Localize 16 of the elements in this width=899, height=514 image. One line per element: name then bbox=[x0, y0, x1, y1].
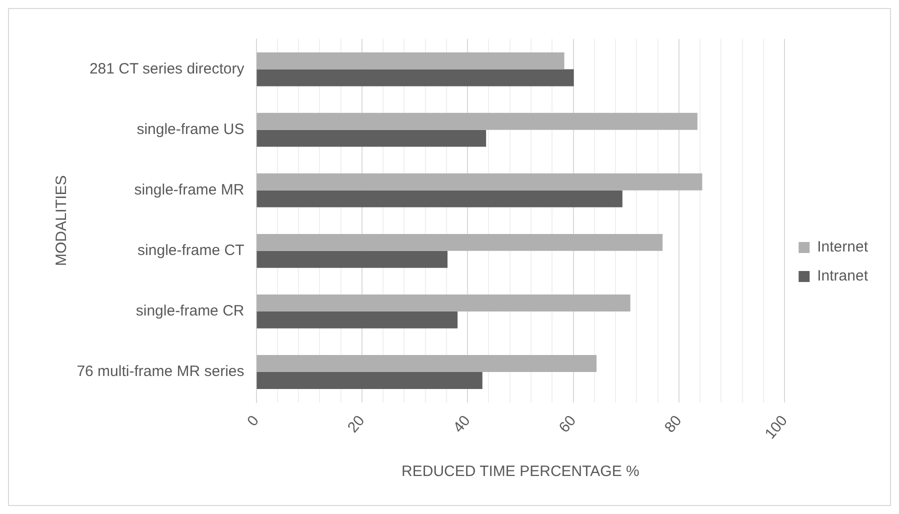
y-tick-label: 281 CT series directory bbox=[89, 60, 245, 78]
y-tick-label: single-frame CR bbox=[136, 302, 244, 320]
x-tick-label: 20 bbox=[344, 412, 368, 436]
y-tick-label: single-frame CT bbox=[138, 242, 244, 260]
legend-label: Intranet bbox=[817, 268, 869, 285]
x-axis-title: REDUCED TIME PERCENTAGE % bbox=[402, 463, 640, 480]
y-tick-label: single-frame US bbox=[136, 120, 244, 138]
y-tick-label: single-frame MR bbox=[134, 182, 244, 198]
y-axis-title: MODALITIES bbox=[53, 175, 70, 266]
x-tick-label: 100 bbox=[762, 412, 791, 442]
legend-label: Internet bbox=[817, 238, 869, 256]
x-tick-label: 40 bbox=[450, 412, 474, 436]
x-tick-label: 60 bbox=[556, 412, 580, 436]
x-tick-label: 0 bbox=[244, 412, 262, 430]
y-tick-label: 76 multi-frame MR series bbox=[76, 363, 244, 380]
x-tick-label: 80 bbox=[661, 412, 686, 436]
